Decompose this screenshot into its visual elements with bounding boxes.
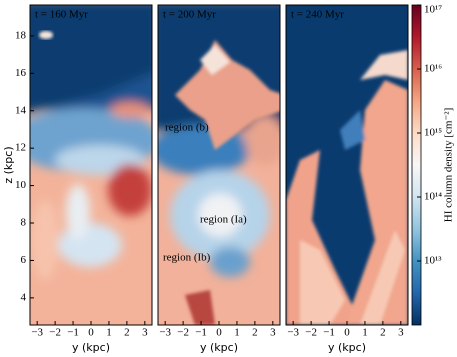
annotation: region (Ib) — [163, 252, 211, 264]
panel-image — [158, 5, 280, 325]
x-tick-label: 0 — [344, 327, 350, 339]
x-tick-label: 3 — [270, 327, 276, 339]
colorbar-tick-label: 10¹⁴ — [424, 191, 442, 203]
x-tick-label: −1 — [323, 327, 335, 339]
panel-image — [30, 5, 152, 325]
x-tick-label: −1 — [67, 327, 79, 339]
y-tick-label: 16 — [15, 67, 27, 79]
x-tick-label: 2 — [124, 327, 130, 339]
x-tick-label: 2 — [252, 327, 258, 339]
x-tick-label: −3 — [159, 327, 171, 339]
y-tick-label: 12 — [15, 142, 26, 154]
y-tick-label: 4 — [21, 291, 27, 303]
x-tick-label: 3 — [142, 327, 148, 339]
colorbar-tick-label: 10¹⁷ — [424, 4, 442, 16]
x-tick-label: 1 — [362, 327, 368, 339]
y-tick-label: 6 — [21, 254, 27, 266]
x-tick-label: −3 — [287, 327, 299, 339]
y-tick-label: 14 — [15, 104, 27, 116]
x-tick-label: 1 — [234, 327, 240, 339]
x-axis-label: y (kpc) — [200, 341, 238, 354]
colorbar-tick-label: 10¹⁵ — [424, 127, 442, 139]
x-tick-label: 0 — [88, 327, 94, 339]
annotation: region (b) — [165, 122, 209, 134]
panel-title: t = 240 Myr — [291, 9, 344, 21]
x-tick-label: 3 — [398, 327, 404, 339]
x-tick-label: −2 — [49, 327, 61, 339]
panel-title: t = 160 Myr — [35, 9, 88, 21]
x-tick-label: 0 — [216, 327, 222, 339]
x-tick-label: 1 — [106, 327, 112, 339]
colorbar — [411, 4, 422, 326]
annotation: region (Ia) — [200, 214, 247, 226]
y-tick-label: 10 — [15, 179, 27, 191]
colorbar-tick-label: 10¹⁶ — [424, 63, 442, 75]
x-tick-label: 2 — [380, 327, 386, 339]
panel-title: t = 200 Myr — [163, 9, 216, 21]
x-axis-label: y (kpc) — [72, 341, 110, 354]
x-tick-label: −3 — [31, 327, 43, 339]
colorbar-tick-label: 10¹³ — [424, 255, 442, 267]
panel-image — [286, 5, 408, 325]
x-tick-label: −2 — [177, 327, 189, 339]
y-tick-label: 18 — [15, 29, 27, 41]
y-tick-label: 8 — [21, 217, 27, 229]
y-axis-label: z (kpc) — [2, 146, 15, 183]
colorbar-label: HI column density [cm⁻²] — [443, 108, 455, 223]
x-tick-label: −1 — [195, 327, 207, 339]
x-tick-label: −2 — [305, 327, 317, 339]
x-axis-label: y (kpc) — [328, 341, 366, 354]
